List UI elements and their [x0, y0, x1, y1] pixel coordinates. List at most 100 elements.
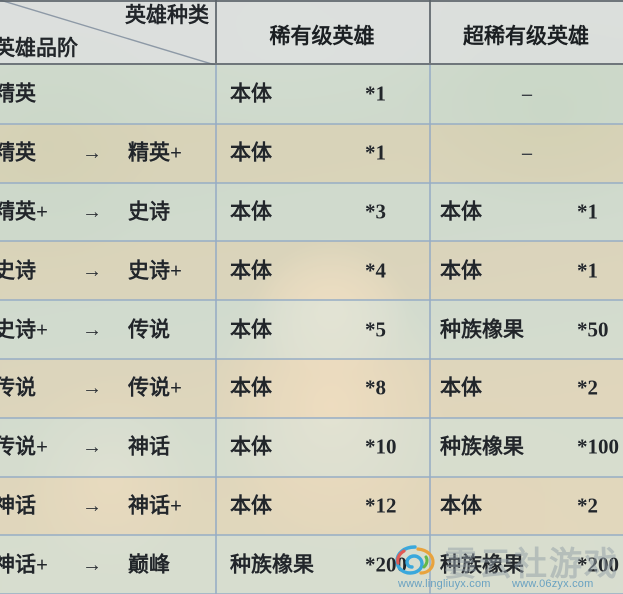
- gridline-horizontal: [0, 63, 623, 65]
- rank-to-label: 神话: [128, 434, 170, 459]
- rare-quantity-label: *3: [365, 199, 386, 224]
- cell-rare-cost: 本体 *12: [217, 477, 429, 536]
- rare-material-label: 本体: [230, 258, 272, 283]
- super-rare-quantity-label: *1: [577, 258, 598, 283]
- rank-from-label: 精英: [0, 140, 36, 165]
- cell-rare-cost: 本体 *3: [217, 183, 429, 242]
- rank-to-label: 史诗+: [128, 258, 182, 283]
- cell-rank-transition: 神话+ → 巅峰: [0, 535, 215, 594]
- rare-quantity-label: *8: [365, 375, 386, 400]
- gridline-vertical: [215, 65, 217, 594]
- rank-to-label: 精英+: [128, 140, 182, 165]
- header-hero-type-label: 英雄种类: [125, 3, 209, 27]
- table-row: 史诗+ → 传说 本体 *5 种族橡果 *50: [0, 300, 623, 359]
- gridline-vertical: [215, 0, 217, 63]
- cell-super-rare-cost: 种族橡果 *50: [431, 300, 623, 359]
- table-header-row: 英雄种类 英雄品阶 稀有级英雄 超稀有级英雄: [0, 0, 623, 65]
- table-row: 神话+ → 巅峰 种族橡果 *200 种族橡果 *200: [0, 535, 623, 594]
- rank-to-label: 史诗: [128, 199, 170, 224]
- rare-quantity-label: *1: [365, 81, 386, 106]
- gridline-horizontal: [0, 122, 623, 125]
- rank-from-label: 神话: [0, 493, 36, 518]
- cell-rank-transition: 史诗+ → 传说: [0, 300, 215, 359]
- rank-from-label: 精英+: [0, 199, 48, 224]
- rare-quantity-label: *200: [365, 552, 407, 577]
- table-row: 精英 → 精英+ 本体 *1 –: [0, 123, 623, 183]
- gridline-vertical: [429, 65, 431, 594]
- rank-to-label: 神话+: [128, 493, 182, 518]
- rare-material-label: 本体: [230, 493, 272, 518]
- super-rare-material-label: 种族橡果: [440, 434, 524, 459]
- rare-material-label: 本体: [230, 140, 272, 165]
- header-hero-rank-label: 英雄品阶: [0, 36, 78, 60]
- rank-arrow-icon: →: [82, 142, 102, 165]
- cell-rare-cost: 种族橡果 *200: [217, 535, 429, 594]
- cell-super-rare-cost: 本体 *1: [431, 183, 623, 242]
- cell-rank-transition: 精英 → 精英+: [0, 124, 215, 183]
- table-row: 精英 本体 *1 –: [0, 65, 623, 124]
- super-rare-quantity-label: *200: [577, 552, 619, 577]
- super-rare-material-label: 本体: [440, 199, 482, 224]
- rare-material-label: 本体: [230, 81, 272, 106]
- gridline-horizontal: [0, 534, 623, 537]
- rank-arrow-icon: →: [82, 318, 102, 341]
- rare-material-label: 本体: [230, 199, 272, 224]
- cell-super-rare-cost: 本体 *2: [431, 477, 623, 536]
- cell-rare-cost: 本体 *4: [217, 241, 429, 300]
- super-rare-material-label: 种族橡果: [440, 552, 524, 577]
- rank-arrow-icon: →: [82, 259, 102, 282]
- table-row: 传说 → 传说+ 本体 *8 本体 *2: [0, 359, 623, 418]
- rank-from-label: 史诗: [0, 258, 36, 283]
- cell-super-rare-cost: –: [431, 65, 623, 124]
- rare-quantity-label: *1: [365, 140, 386, 165]
- cell-rank-transition: 史诗 → 史诗+: [0, 241, 215, 300]
- cell-rank-transition: 精英+ → 史诗: [0, 183, 215, 242]
- super-rare-quantity-label: *1: [577, 199, 598, 224]
- gridline-horizontal: [0, 299, 623, 302]
- rank-arrow-icon: →: [82, 553, 102, 576]
- gridline-horizontal: [0, 0, 623, 2]
- cell-super-rare-cost: –: [431, 124, 623, 183]
- rank-arrow-icon: →: [82, 494, 102, 517]
- rare-quantity-label: *4: [365, 258, 386, 283]
- cell-rank-transition: 传说+ → 神话: [0, 418, 215, 477]
- header-super-rare-label: 超稀有级英雄: [463, 24, 589, 48]
- super-rare-quantity-label: *2: [577, 493, 598, 518]
- cell-rare-cost: 本体 *5: [217, 300, 429, 359]
- gridline-horizontal: [0, 358, 623, 360]
- super-rare-material-label: 种族橡果: [440, 317, 524, 342]
- cell-rare-cost: 本体 *10: [217, 418, 429, 477]
- rank-from-label: 精英: [0, 81, 36, 106]
- cell-rare-cost: 本体 *8: [217, 359, 429, 418]
- rare-quantity-label: *12: [365, 493, 397, 518]
- header-cell-super-rare: 超稀有级英雄: [429, 0, 623, 65]
- rank-to-label: 传说+: [128, 375, 182, 400]
- super-rare-quantity-label: *2: [577, 375, 598, 400]
- header-corner-cell: 英雄种类 英雄品阶: [0, 0, 215, 65]
- rare-material-label: 本体: [230, 434, 272, 459]
- gridline-horizontal: [0, 181, 623, 184]
- rare-quantity-label: *5: [365, 317, 386, 342]
- table-row: 神话 → 神话+ 本体 *12 本体 *2: [0, 476, 623, 536]
- rank-arrow-icon: →: [82, 436, 102, 459]
- super-rare-none-dash: –: [522, 83, 532, 106]
- rare-material-label: 种族橡果: [230, 552, 314, 577]
- gridline-vertical: [429, 0, 431, 63]
- header-cell-rare: 稀有级英雄: [217, 0, 427, 65]
- super-rare-none-dash: –: [522, 142, 532, 165]
- rare-material-label: 本体: [230, 317, 272, 342]
- rank-from-label: 传说: [0, 375, 36, 400]
- gridline-horizontal: [0, 240, 623, 243]
- super-rare-material-label: 本体: [440, 375, 482, 400]
- rank-from-label: 史诗+: [0, 317, 48, 342]
- gridline-horizontal: [0, 416, 623, 419]
- cell-rare-cost: 本体 *1: [217, 124, 429, 183]
- rank-from-label: 传说+: [0, 434, 48, 459]
- cell-super-rare-cost: 本体 *2: [431, 359, 623, 418]
- header-rare-label: 稀有级英雄: [269, 24, 375, 48]
- cell-super-rare-cost: 种族橡果 *200: [431, 535, 623, 594]
- cell-rank-transition: 精英: [0, 65, 215, 124]
- cell-super-rare-cost: 种族橡果 *100: [431, 418, 623, 477]
